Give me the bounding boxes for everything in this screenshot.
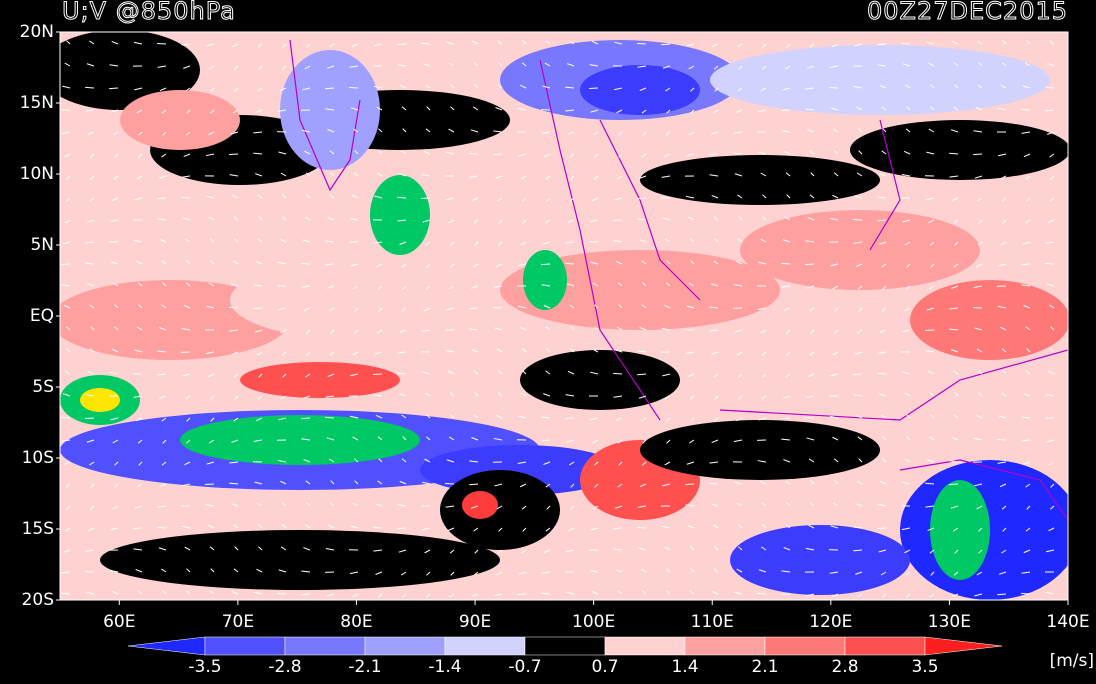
wind-arrow xyxy=(877,373,886,374)
wind-arrow xyxy=(661,44,670,45)
wind-arrow xyxy=(541,264,550,265)
x-tick-label: 90E xyxy=(459,612,491,632)
colorbar-segment xyxy=(205,637,285,655)
wind-arrow xyxy=(1021,109,1030,110)
wind-arrow xyxy=(85,87,94,88)
field xyxy=(40,30,1080,600)
date: 00Z27DEC2015 xyxy=(867,0,1068,25)
colorbar-label: -1.4 xyxy=(428,657,461,677)
x-tick-label: 80E xyxy=(340,612,372,632)
wind-arrow xyxy=(397,44,406,45)
wind-arrow xyxy=(181,197,190,198)
colorbar-label: -3.5 xyxy=(188,657,221,677)
x-tick-label: 70E xyxy=(222,612,254,632)
colorbar-segment xyxy=(285,637,365,655)
y-tick-label: 5N xyxy=(30,235,54,255)
colorbar-label: -0.7 xyxy=(508,657,541,677)
wind-arrow xyxy=(709,154,718,155)
y-tick-label: 10S xyxy=(22,448,54,468)
y-tick-label: EQ xyxy=(30,306,54,326)
title: U;V @850hPa xyxy=(62,0,236,25)
wind-arrow xyxy=(757,593,766,594)
wind-arrow xyxy=(349,87,358,88)
y-tick-label: 5S xyxy=(32,377,54,397)
y-tick-label: 20N xyxy=(20,22,54,42)
wind-arrow xyxy=(973,154,982,155)
wind-arrow xyxy=(901,43,910,44)
y-tick-label: 10N xyxy=(20,164,54,184)
wind-arrow xyxy=(157,527,166,528)
wind-arrow xyxy=(373,374,382,375)
wind-arrow xyxy=(805,264,814,265)
colorbar-label: -2.1 xyxy=(348,657,381,677)
colorbar-segment xyxy=(765,637,845,655)
wind-arrow xyxy=(157,198,166,199)
wind-arrow xyxy=(397,528,406,529)
colorbar-segment xyxy=(525,637,605,655)
wind-arrow xyxy=(781,263,790,264)
wind-arrow xyxy=(253,308,262,309)
wind-arrow xyxy=(61,417,70,418)
wind-arrow xyxy=(421,198,430,199)
colorbar-unit: [m/s] xyxy=(1050,651,1094,671)
x-tick-label: 110E xyxy=(691,612,734,632)
wind-arrow xyxy=(685,484,694,485)
colorbar-triangle xyxy=(925,637,1002,655)
wind-arrow xyxy=(493,307,502,308)
wind-arrow xyxy=(637,43,646,44)
wind-arrow xyxy=(445,483,454,484)
colorbar-segment xyxy=(685,637,765,655)
colorbar-label: 2.1 xyxy=(751,657,778,677)
colorbar: -3.5 -2.8 -2.1 -1.4 -0.7 0.7 1.4 2.1 2.8 3.5 [m/s] xyxy=(128,637,1094,677)
wind-arrow xyxy=(133,528,142,529)
y-tick-label: 20S xyxy=(22,590,54,610)
colorbar-triangle xyxy=(128,637,205,655)
x-tick-label: 120E xyxy=(809,612,852,632)
wind-arrow xyxy=(1021,593,1030,594)
colorbar-segment xyxy=(445,637,525,655)
wind-arrow xyxy=(469,153,478,154)
wind-arrow xyxy=(949,484,958,485)
x-tick-label: 140E xyxy=(1046,612,1089,632)
colorbar-label: 2.8 xyxy=(831,657,858,677)
x-tick-label: 130E xyxy=(928,612,971,632)
y-tick-label: 15N xyxy=(20,93,54,113)
wind-arrow xyxy=(325,417,334,418)
colorbar-label: 1.4 xyxy=(671,657,698,677)
y-tick-label: 15S xyxy=(22,519,54,539)
colorbar-label: 3.5 xyxy=(911,657,938,677)
colorbar-segment xyxy=(845,637,925,655)
wind-arrow xyxy=(613,373,622,374)
colorbar-segment xyxy=(605,637,685,655)
x-tick-label: 60E xyxy=(103,612,135,632)
colorbar-label: 0.7 xyxy=(591,657,618,677)
wind-arrow xyxy=(85,418,94,419)
wind-arrow xyxy=(781,594,790,595)
wind-arrow xyxy=(709,483,718,484)
wind-arrow xyxy=(733,153,742,154)
wind-arrow xyxy=(109,88,118,89)
colorbar-label: -2.8 xyxy=(268,657,301,677)
x-tick-label: 100E xyxy=(572,612,615,632)
wind-arrow xyxy=(517,594,526,595)
wind-arrow xyxy=(1045,263,1054,264)
wind-arrow xyxy=(853,374,862,375)
colorbar-segment xyxy=(365,637,445,655)
